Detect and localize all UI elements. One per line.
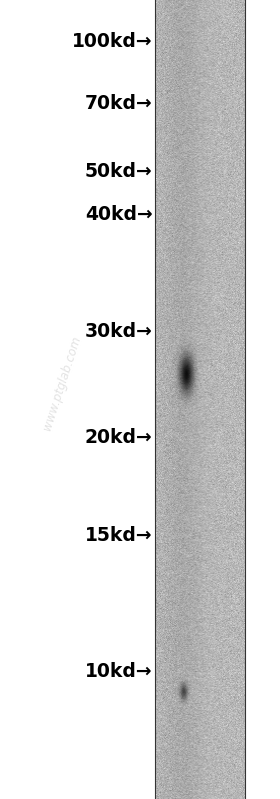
Text: 40kd→: 40kd→ [85,205,153,224]
Text: 50kd→: 50kd→ [85,162,153,181]
Text: 70kd→: 70kd→ [85,94,153,113]
Text: www.ptglab.com: www.ptglab.com [40,335,83,432]
Text: 20kd→: 20kd→ [85,428,153,447]
Text: 15kd→: 15kd→ [85,526,153,545]
Text: 100kd→: 100kd→ [72,32,153,51]
Text: 30kd→: 30kd→ [85,322,153,341]
Text: 10kd→: 10kd→ [85,662,153,681]
